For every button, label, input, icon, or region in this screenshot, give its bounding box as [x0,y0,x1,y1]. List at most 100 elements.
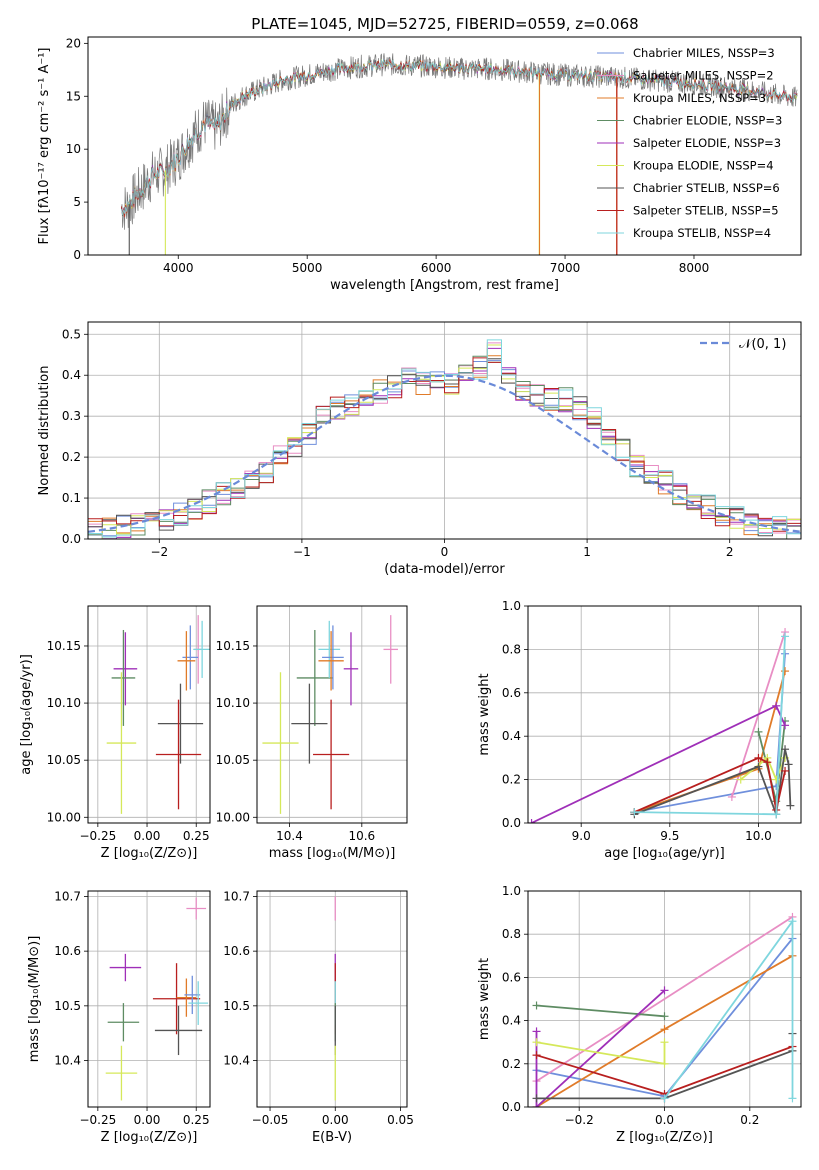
figure-title: PLATE=1045, MJD=52725, FIBERID=0559, z=0… [251,15,638,33]
y-tick-label: 10.5 [223,999,250,1013]
y-tick-label: 10.15 [216,639,250,653]
x-axis-label: Z [log₁₀(Z/Z⊙)] [101,846,198,861]
error-bars [262,615,398,814]
y-tick-label: 0.6 [502,686,521,700]
y-tick-label: 0.8 [502,642,521,656]
x-tick-label: 2 [726,545,734,559]
y-tick-label: 15 [66,89,81,103]
y-tick-label: 0 [73,248,81,262]
axes-frame [256,890,408,1108]
x-tick-label: 1 [583,545,591,559]
axes-frame [87,605,211,824]
y-tick-label: 0.4 [502,729,521,743]
y-tick-label: 10.05 [216,753,250,767]
residuals-panel: −2 −1 0 1 2 0.0 0.1 0.2 0.3 0.4 0.5 (data-model)/er… [37,321,802,577]
x-axis-label: (data-model)/error [384,562,505,577]
y-tick-label: 10.10 [47,696,81,710]
weight_z-panel: −0.2 0.0 0.2 0.0 0.2 0.4 0.6 0.8 1.0 Z [log₁₀(Z/Z… [477,884,802,1145]
y-tick-label: 0.8 [502,927,521,941]
x-tick-label: 0.0 [655,1113,674,1127]
spectrum-panel: 4000 5000 6000 7000 8000 0 5 10 15 20 wavelength [… [37,36,802,293]
x-tick-label: 0.25 [183,829,210,843]
axes-frame [87,36,802,256]
x-tick-label: 10.0 [745,829,772,843]
legend-entry: Kroupa ELODIE, NSSP=4 [633,159,774,173]
y-tick-label: 10.5 [54,999,81,1013]
legend-entry: Salpeter ELODIE, NSSP=3 [633,136,781,150]
y-tick-label: 10.7 [223,889,250,903]
legend-entry: 𝒩(0, 1) [739,337,786,352]
x-tick-label: −0.25 [79,829,116,843]
x-tick-label: 5000 [292,261,323,275]
legend-entry: Salpeter STELIB, NSSP=5 [633,204,779,218]
error-bars [105,897,209,1101]
x-axis-label: age [log₁₀(age/yr)] [604,846,725,861]
x-tick-label: −0.2 [565,1113,594,1127]
error-bars [106,615,210,814]
histogram-series [88,339,801,539]
y-axis-label: Normed distribution [37,366,52,496]
x-tick-label: −0.05 [252,1113,289,1127]
x-tick-label: 0.00 [134,829,161,843]
y-tick-label: 10.6 [223,944,250,958]
weight-series-line [634,636,786,816]
axes-frame [527,605,802,824]
legend-entry: Salpeter MILES, NSSP=2 [633,69,774,83]
y-tick-label: 10.10 [216,696,250,710]
weight_age-panel: 9.0 9.5 10.0 0.0 0.2 0.4 0.6 0.8 1.0 age [log₁₀(a… [477,599,802,861]
weight-lines [528,628,795,823]
weight-series-line [536,1004,665,1018]
y-tick-label: 10.6 [54,944,81,958]
x-tick-label: 0.05 [387,1113,414,1127]
x-axis-label: Z [log₁₀(Z/Z⊙)] [616,1130,713,1145]
age_mass-panel: 10.4 10.6 10.00 10.05 10.10 10.15 mass [log₁₀(… [216,605,408,861]
legend-entry: Chabrier MILES, NSSP=3 [633,46,775,60]
y-tick-label: 10.05 [47,753,81,767]
y-axis-label: mass weight [477,673,492,755]
x-axis-label: Z [log₁₀(Z/Z⊙)] [101,1130,198,1145]
y-tick-label: 5 [73,195,81,209]
x-tick-label: 0.25 [183,1113,210,1127]
y-tick-label: 0.6 [502,970,521,984]
x-tick-label: 9.0 [572,829,591,843]
x-tick-label: 0.00 [134,1113,161,1127]
x-tick-label: 8000 [679,261,710,275]
spectrum-lines [121,53,798,255]
y-tick-label: 10.7 [54,889,81,903]
y-tick-label: 10.00 [216,810,250,824]
x-tick-label: 0.00 [322,1113,349,1127]
x-tick-label: 0.2 [740,1113,759,1127]
axes-frame [87,321,802,540]
y-tick-label: 10 [66,142,81,156]
mass_ebv-panel: −0.05 0.00 0.05 10.4 10.5 10.6 10.7 E(B-V) [223,889,414,1145]
axes-frame [87,890,211,1108]
y-axis-label: age [log₁₀(age/yr)] [19,654,34,775]
y-tick-label: 0.5 [62,327,81,341]
y-axis-label: Flux [fλ10⁻¹⁷ erg cm⁻² s⁻¹ A⁻¹] [37,48,52,245]
histograms [88,339,801,539]
y-tick-label: 0.0 [502,1100,521,1114]
x-tick-label: 10.6 [348,829,375,843]
x-tick-label: 9.5 [660,829,679,843]
y-tick-label: 1.0 [502,884,521,898]
y-tick-label: 10.00 [47,810,81,824]
weight-series-line [634,670,786,813]
y-tick-label: 10.4 [223,1054,250,1068]
y-tick-label: 10.4 [54,1054,81,1068]
x-tick-label: −1 [293,545,311,559]
spectrum-legend: Chabrier MILES, NSSP=3 Salpeter MILES, NS… [597,46,782,240]
weight-lines [532,912,797,1107]
legend-entry: Chabrier ELODIE, NSSP=3 [633,114,782,128]
y-tick-label: 0.1 [62,491,81,505]
axes-frame [256,605,408,824]
weight-series-line [663,918,794,1099]
y-axis-label: mass weight [477,958,492,1040]
y-tick-label: 0.2 [502,773,521,787]
legend-entry: Chabrier STELIB, NSSP=6 [633,181,780,195]
y-tick-label: 10.15 [47,639,81,653]
gaussian-curve [88,374,801,533]
histogram-series [88,357,801,539]
x-tick-label: 4000 [163,261,194,275]
y-tick-label: 0.3 [62,409,81,423]
